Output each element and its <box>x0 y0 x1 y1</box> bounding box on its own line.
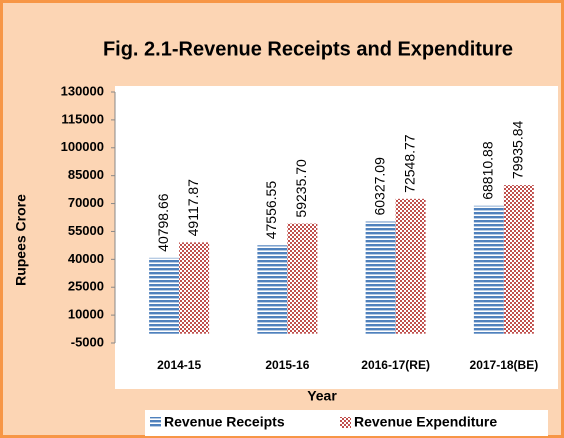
legend-swatch <box>340 417 351 428</box>
y-tick-label: 115000 <box>61 111 104 126</box>
y-axis-label: Rupees Crore <box>13 194 29 286</box>
bar <box>503 185 534 334</box>
data-label: 47556.55 <box>263 181 279 240</box>
data-label: 72548.77 <box>401 134 417 193</box>
legend-label: Revenue Expenditure <box>354 414 497 430</box>
x-tick-label: 2014-15 <box>157 358 201 372</box>
y-tick-label: 100000 <box>61 139 104 154</box>
data-label: 40798.66 <box>155 193 171 252</box>
chart-title: Fig. 2.1-Revenue Receipts and Expenditur… <box>103 38 513 60</box>
x-tick-label: 2015-16 <box>265 358 309 372</box>
data-label: 68810.88 <box>480 141 496 200</box>
bar <box>149 257 180 334</box>
y-tick-label: 70000 <box>68 195 104 210</box>
y-tick-label: 10000 <box>68 307 104 322</box>
bar <box>257 245 288 334</box>
y-tick-label: 130000 <box>61 83 104 98</box>
y-tick-label: 40000 <box>68 251 104 266</box>
data-label: 59235.70 <box>293 159 309 218</box>
legend-swatch <box>150 417 161 428</box>
bar <box>473 205 504 334</box>
x-tick-label: 2017-18(BE) <box>470 358 539 372</box>
bar <box>365 221 396 334</box>
bar <box>395 198 426 334</box>
y-tick-label: -5000 <box>71 334 104 349</box>
y-tick-label: 55000 <box>68 223 104 238</box>
data-label: 49117.87 <box>185 179 201 237</box>
data-label: 79935.84 <box>510 120 526 179</box>
bar <box>179 242 210 334</box>
bar <box>287 223 318 334</box>
x-tick-label: 2016-17(RE) <box>361 358 430 372</box>
y-tick-label: 85000 <box>68 167 104 182</box>
legend-label: Revenue Receipts <box>164 414 285 430</box>
data-label: 60327.09 <box>371 157 387 216</box>
y-tick-label: 25000 <box>68 279 104 294</box>
x-axis-label: Year <box>307 388 337 404</box>
